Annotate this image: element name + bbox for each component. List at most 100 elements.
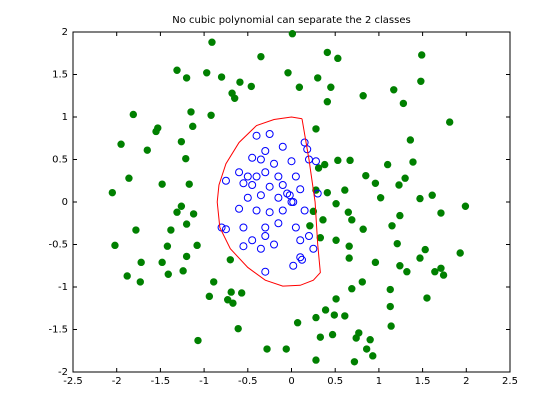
filled-marker bbox=[236, 78, 244, 86]
filled-marker bbox=[359, 225, 367, 233]
filled-marker bbox=[345, 242, 353, 250]
filled-marker bbox=[437, 264, 445, 272]
y-tick-label: -1.5 bbox=[48, 325, 68, 336]
filled-marker bbox=[117, 140, 125, 148]
y-tick-label: 0 bbox=[62, 197, 68, 208]
x-tick-label: 1.5 bbox=[415, 376, 431, 387]
open-marker bbox=[296, 236, 305, 245]
filled-marker bbox=[237, 289, 246, 297]
open-marker bbox=[297, 255, 306, 264]
y-tick-label: -0.5 bbox=[48, 240, 68, 251]
open-marker bbox=[239, 242, 248, 251]
boundary-line bbox=[216, 116, 321, 287]
filled-marker bbox=[108, 188, 117, 197]
open-marker bbox=[278, 206, 287, 215]
filled-marker bbox=[205, 292, 214, 301]
filled-marker bbox=[323, 48, 332, 57]
open-marker bbox=[261, 147, 270, 155]
open-marker bbox=[252, 131, 261, 140]
filled-marker bbox=[359, 92, 367, 100]
x-tick-label: 1 bbox=[376, 376, 382, 387]
filled-marker bbox=[456, 249, 464, 257]
chart-title: No cubic polynomial can separate the 2 c… bbox=[172, 15, 410, 26]
y-tick-label: -2 bbox=[58, 367, 68, 378]
x-tick-label: -1 bbox=[199, 376, 209, 387]
filled-marker bbox=[263, 345, 271, 353]
open-marker bbox=[243, 193, 252, 202]
filled-marker bbox=[323, 98, 332, 106]
filled-marker bbox=[428, 191, 436, 199]
filled-marker bbox=[345, 254, 353, 262]
filled-marker bbox=[393, 239, 401, 248]
open-marker bbox=[278, 142, 287, 151]
filled-marker bbox=[312, 313, 320, 322]
open-marker bbox=[248, 236, 257, 245]
filled-marker bbox=[383, 160, 392, 169]
x-tick-label: 0 bbox=[288, 376, 294, 387]
filled-marker bbox=[312, 125, 320, 133]
open-marker bbox=[274, 193, 283, 202]
filled-marker bbox=[421, 245, 429, 254]
filled-marker bbox=[123, 272, 131, 280]
open-marker bbox=[270, 240, 279, 249]
open-marker bbox=[309, 244, 318, 253]
y-tick-label: 1.5 bbox=[52, 70, 68, 81]
open-marker bbox=[235, 204, 244, 213]
open-marker bbox=[265, 208, 274, 217]
filled-marker bbox=[396, 211, 404, 220]
filled-marker bbox=[189, 122, 197, 131]
filled-marker bbox=[390, 86, 398, 94]
open-marker bbox=[248, 181, 257, 189]
filled-marker bbox=[137, 258, 145, 267]
filled-marker bbox=[332, 200, 340, 208]
filled-marker bbox=[182, 252, 191, 261]
open-marker bbox=[265, 182, 274, 191]
open-marker bbox=[256, 155, 265, 164]
open-marker bbox=[289, 261, 298, 270]
filled-marker bbox=[152, 127, 160, 136]
open-marker bbox=[252, 172, 261, 181]
filled-marker bbox=[332, 295, 340, 303]
filled-marker bbox=[187, 108, 195, 116]
filled-marker bbox=[167, 226, 175, 234]
filled-marker bbox=[229, 299, 237, 307]
filled-marker bbox=[234, 324, 242, 333]
filled-marker bbox=[371, 179, 380, 188]
open-marker bbox=[261, 267, 270, 276]
filled-marker bbox=[437, 209, 445, 217]
filled-marker bbox=[386, 285, 394, 294]
open-marker bbox=[300, 206, 309, 215]
open-marker bbox=[283, 189, 292, 198]
filled-marker bbox=[314, 164, 323, 172]
open-marker bbox=[261, 232, 270, 240]
open-marker bbox=[261, 168, 270, 177]
filled-marker bbox=[395, 181, 403, 189]
filled-marker bbox=[403, 268, 411, 276]
filled-marker bbox=[158, 180, 166, 188]
filled-marker bbox=[194, 336, 202, 345]
filled-marker bbox=[177, 202, 186, 210]
filled-marker bbox=[282, 345, 290, 353]
filled-marker bbox=[319, 216, 327, 224]
filled-marker bbox=[396, 262, 404, 270]
filled-marker bbox=[439, 271, 448, 279]
filled-marker bbox=[177, 137, 186, 146]
filled-marker bbox=[323, 188, 332, 197]
filled-marker bbox=[293, 319, 302, 327]
filled-marker bbox=[129, 110, 138, 119]
open-marker bbox=[296, 185, 305, 194]
filled-marker bbox=[445, 118, 454, 126]
filled-marker bbox=[423, 294, 431, 302]
filled-marker bbox=[217, 73, 226, 81]
filled-marker bbox=[208, 38, 216, 46]
filled-marker bbox=[341, 312, 349, 320]
open-marker bbox=[239, 223, 248, 232]
filled-marker bbox=[334, 54, 342, 63]
y-tick-label: -1 bbox=[58, 282, 68, 293]
open-marker bbox=[243, 172, 252, 181]
filled-marker bbox=[417, 77, 425, 86]
filled-marker bbox=[406, 136, 415, 144]
open-marker bbox=[311, 157, 320, 166]
y-tick-label: 1 bbox=[62, 112, 68, 123]
filled-marker bbox=[321, 160, 329, 169]
